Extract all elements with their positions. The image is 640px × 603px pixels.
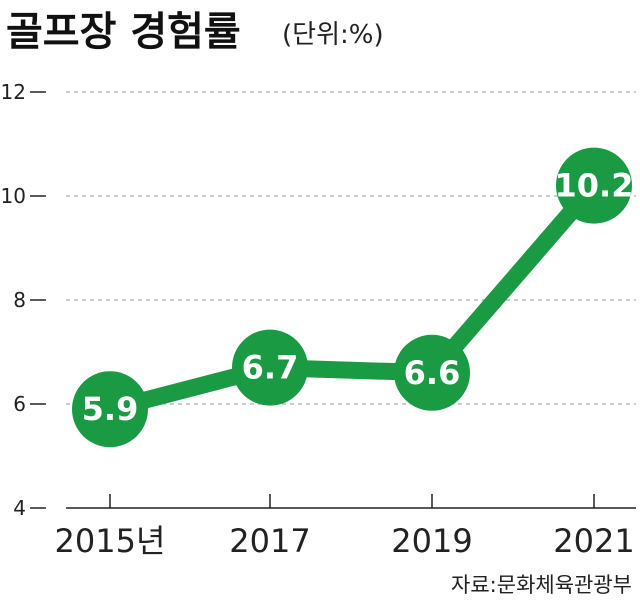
y-tick-label: 8	[13, 288, 26, 312]
gridlines	[66, 91, 636, 405]
data-label: 6.7	[242, 349, 299, 387]
y-tick-label: 12	[1, 80, 26, 104]
x-tick-label: 2015년	[55, 522, 166, 560]
source-note: 자료:문화체육관광부	[451, 573, 632, 597]
y-axis-ticks: 12 10 8 6 4	[1, 80, 46, 520]
x-tick-label: 2019	[391, 522, 472, 560]
x-axis-ticks: 2015년 2017 2019 2021	[55, 494, 635, 560]
series-line	[101, 177, 603, 418]
series: 5.9 6.7 6.6 10.2	[72, 147, 634, 448]
x-tick-label: 2017	[229, 522, 310, 560]
data-point-marker	[556, 147, 632, 224]
chart-unit-label: (단위:%)	[282, 20, 384, 50]
chart-title: 골프장 경험률	[6, 9, 241, 55]
y-tick-label: 6	[13, 392, 26, 416]
data-point-marker	[232, 329, 308, 406]
data-label: 5.9	[82, 390, 139, 428]
data-point-marker	[394, 334, 470, 411]
x-tick-label: 2021	[553, 522, 634, 560]
data-label: 6.6	[404, 354, 461, 392]
data-label: 10.2	[555, 167, 634, 205]
data-point-marker	[72, 371, 148, 448]
y-tick-label: 4	[13, 496, 26, 520]
y-tick-label: 10	[1, 184, 26, 208]
